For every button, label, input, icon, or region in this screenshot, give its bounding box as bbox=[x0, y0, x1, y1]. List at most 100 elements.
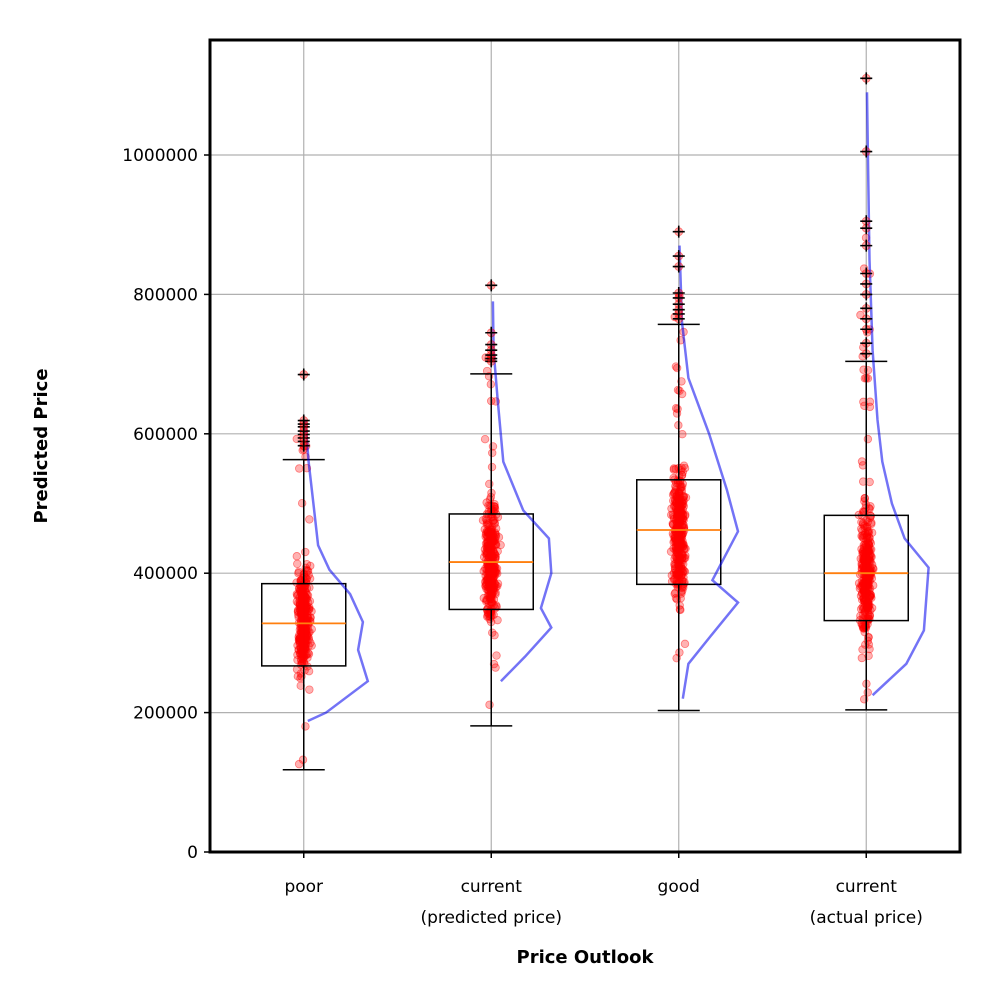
data-point bbox=[484, 585, 493, 595]
data-point bbox=[302, 650, 311, 659]
data-point bbox=[298, 598, 307, 607]
data-point bbox=[489, 545, 498, 555]
data-point bbox=[298, 651, 307, 660]
data-point bbox=[671, 516, 681, 525]
data-point bbox=[676, 484, 685, 493]
data-point bbox=[297, 612, 307, 621]
data-point bbox=[859, 579, 868, 588]
data-point bbox=[491, 583, 500, 592]
data-point bbox=[485, 562, 494, 572]
data-point bbox=[303, 614, 313, 623]
data-point bbox=[305, 604, 314, 614]
data-point bbox=[301, 603, 311, 612]
data-point bbox=[294, 590, 303, 599]
data-point bbox=[300, 624, 309, 634]
data-point bbox=[301, 629, 310, 639]
data-point bbox=[865, 600, 874, 610]
data-point bbox=[489, 584, 498, 594]
data-point bbox=[300, 638, 309, 647]
data-point bbox=[672, 543, 681, 553]
data-point bbox=[483, 548, 492, 558]
data-point bbox=[867, 566, 876, 575]
data-point bbox=[486, 565, 495, 574]
data-point bbox=[673, 539, 682, 549]
data-point bbox=[296, 654, 306, 664]
data-point bbox=[670, 502, 679, 511]
data-point bbox=[676, 483, 686, 492]
boxes bbox=[261, 323, 909, 771]
data-point bbox=[681, 544, 690, 553]
data-point bbox=[673, 534, 683, 543]
data-point bbox=[297, 624, 307, 634]
data-point bbox=[678, 500, 687, 510]
data-point bbox=[864, 540, 874, 550]
data-point bbox=[863, 604, 873, 613]
data-point bbox=[483, 537, 492, 546]
data-point bbox=[677, 550, 686, 560]
data-point bbox=[485, 568, 494, 577]
data-point bbox=[297, 605, 306, 614]
data-point bbox=[678, 550, 687, 559]
data-point bbox=[485, 584, 494, 593]
data-point bbox=[857, 524, 866, 533]
data-point bbox=[298, 605, 308, 614]
data-point bbox=[297, 647, 306, 656]
data-point bbox=[298, 597, 308, 606]
data-point bbox=[297, 658, 307, 668]
data-point bbox=[295, 649, 305, 658]
data-point bbox=[675, 386, 684, 395]
data-point bbox=[483, 575, 493, 584]
data-point bbox=[860, 554, 870, 563]
data-point bbox=[305, 515, 314, 524]
data-point bbox=[672, 498, 681, 508]
data-point bbox=[678, 567, 687, 576]
data-point bbox=[677, 589, 686, 598]
data-point bbox=[482, 526, 492, 536]
data-point bbox=[487, 598, 496, 607]
data-point bbox=[672, 491, 682, 500]
data-point bbox=[295, 637, 305, 646]
data-point bbox=[487, 534, 497, 544]
data-point bbox=[679, 541, 688, 550]
data-point bbox=[488, 522, 497, 532]
data-point bbox=[483, 558, 493, 568]
data-point bbox=[485, 588, 494, 598]
data-point bbox=[861, 596, 871, 605]
data-point bbox=[480, 435, 490, 444]
data-point bbox=[862, 556, 871, 565]
data-point bbox=[486, 593, 496, 602]
data-point bbox=[676, 544, 685, 553]
data-point bbox=[864, 529, 873, 538]
data-point bbox=[299, 610, 308, 619]
data-point bbox=[297, 594, 307, 603]
data-point bbox=[675, 555, 684, 565]
data-point bbox=[865, 590, 875, 599]
data-point bbox=[298, 645, 308, 655]
data-point bbox=[670, 574, 679, 584]
data-point bbox=[860, 551, 870, 560]
data-point bbox=[298, 573, 307, 583]
data-point bbox=[482, 550, 492, 560]
x-tick-label: current (actual price) bbox=[810, 877, 923, 928]
data-point bbox=[861, 558, 870, 567]
data-point bbox=[494, 533, 504, 542]
data-point bbox=[863, 546, 873, 555]
data-point bbox=[857, 563, 867, 573]
data-point bbox=[670, 589, 679, 598]
data-point bbox=[486, 546, 496, 556]
data-point bbox=[860, 540, 869, 549]
data-point bbox=[300, 595, 309, 604]
data-point bbox=[861, 587, 870, 596]
data-point bbox=[677, 540, 687, 549]
data-point bbox=[483, 583, 493, 592]
data-point bbox=[298, 601, 307, 611]
data-point bbox=[487, 536, 496, 545]
data-point bbox=[678, 514, 687, 524]
data-point bbox=[674, 534, 684, 543]
data-point bbox=[487, 568, 496, 577]
data-point bbox=[486, 562, 495, 572]
data-point bbox=[866, 551, 875, 560]
data-point bbox=[298, 594, 307, 604]
data-point bbox=[862, 563, 871, 572]
data-point bbox=[488, 534, 497, 544]
